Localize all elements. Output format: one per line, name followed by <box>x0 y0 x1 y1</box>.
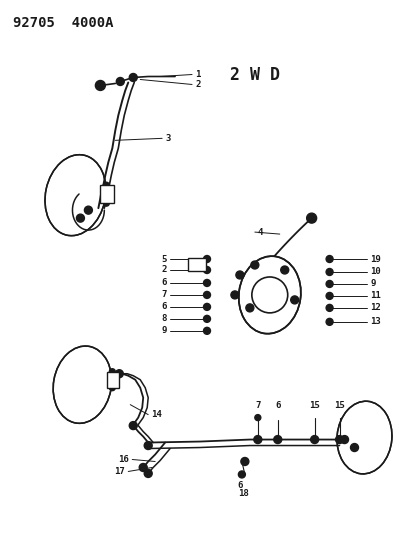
Text: 8: 8 <box>161 314 167 324</box>
Circle shape <box>350 443 358 451</box>
Circle shape <box>235 271 243 279</box>
Circle shape <box>84 206 92 214</box>
Circle shape <box>250 261 258 269</box>
Circle shape <box>203 266 210 273</box>
Text: 13: 13 <box>370 317 380 326</box>
Circle shape <box>103 182 109 188</box>
Bar <box>107 372 119 387</box>
Circle shape <box>325 280 332 287</box>
Text: 2: 2 <box>195 80 200 89</box>
Text: 7: 7 <box>161 290 167 300</box>
Circle shape <box>139 464 147 472</box>
Text: 15: 15 <box>333 401 344 410</box>
Ellipse shape <box>53 346 112 423</box>
Circle shape <box>115 370 123 378</box>
Circle shape <box>144 441 152 449</box>
Text: 11: 11 <box>370 292 380 301</box>
Circle shape <box>76 214 84 222</box>
Text: 9: 9 <box>370 279 375 288</box>
Text: 9: 9 <box>161 326 167 335</box>
Circle shape <box>245 304 253 312</box>
Circle shape <box>109 385 115 391</box>
Text: 10: 10 <box>370 268 380 277</box>
Circle shape <box>109 369 115 375</box>
Circle shape <box>310 435 318 443</box>
Text: 1: 1 <box>195 70 200 79</box>
Circle shape <box>325 255 332 263</box>
Text: 7: 7 <box>254 401 260 410</box>
Circle shape <box>238 471 245 478</box>
Text: 6: 6 <box>237 481 242 490</box>
Circle shape <box>240 457 248 465</box>
Text: 92705  4000A: 92705 4000A <box>13 15 113 30</box>
Circle shape <box>203 279 210 286</box>
Text: 17: 17 <box>114 467 125 476</box>
Circle shape <box>230 291 238 299</box>
Text: 3: 3 <box>165 134 170 143</box>
Text: 5: 5 <box>161 255 167 263</box>
Circle shape <box>129 422 137 430</box>
Circle shape <box>335 435 343 443</box>
Circle shape <box>253 435 261 443</box>
Text: 6: 6 <box>161 278 167 287</box>
Text: 12: 12 <box>370 303 380 312</box>
Text: 2 W D: 2 W D <box>229 67 279 85</box>
Text: 16: 16 <box>118 455 129 464</box>
Circle shape <box>144 470 152 478</box>
Circle shape <box>325 293 332 300</box>
Circle shape <box>254 415 260 421</box>
Text: 14: 14 <box>151 410 161 419</box>
Circle shape <box>280 266 288 274</box>
Circle shape <box>95 80 105 91</box>
Circle shape <box>325 304 332 311</box>
Text: 18: 18 <box>238 489 249 498</box>
Circle shape <box>203 292 210 298</box>
Circle shape <box>306 213 316 223</box>
Circle shape <box>203 303 210 310</box>
Bar <box>188 258 206 271</box>
Circle shape <box>203 327 210 334</box>
Text: 4: 4 <box>257 228 263 237</box>
Circle shape <box>340 435 348 443</box>
Text: 15: 15 <box>309 401 319 410</box>
Circle shape <box>325 318 332 325</box>
Circle shape <box>116 77 124 85</box>
Circle shape <box>273 435 281 443</box>
Circle shape <box>203 316 210 322</box>
Text: 2: 2 <box>161 265 167 274</box>
Ellipse shape <box>45 155 106 236</box>
Ellipse shape <box>238 256 300 334</box>
Text: 6: 6 <box>161 302 167 311</box>
Bar <box>100 185 114 203</box>
Circle shape <box>129 74 137 82</box>
Circle shape <box>290 296 298 304</box>
Ellipse shape <box>336 401 391 474</box>
Circle shape <box>103 200 109 206</box>
Text: 6: 6 <box>274 401 280 410</box>
Circle shape <box>325 269 332 276</box>
Circle shape <box>203 255 210 263</box>
Text: 19: 19 <box>370 255 380 263</box>
